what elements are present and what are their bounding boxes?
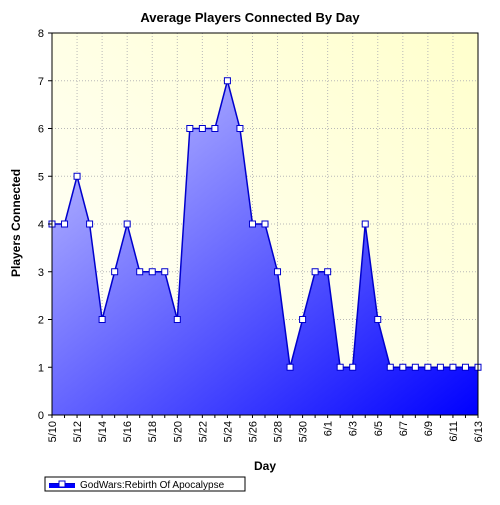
x-tick-label: 5/12 [72,421,84,442]
data-point [136,268,144,276]
data-point [186,125,194,132]
x-tick-label: 6/13 [473,421,485,442]
data-point [286,363,294,371]
y-tick-label: 4 [38,219,44,231]
x-tick-label: 5/20 [172,421,184,442]
y-axis-label: Players Connected [9,169,23,277]
x-tick-label: 5/16 [122,421,134,442]
y-tick-label: 2 [38,315,44,327]
x-tick-label: 6/7 [398,421,410,436]
x-tick-label: 5/28 [273,421,285,442]
legend-box [44,476,246,492]
data-point [61,220,69,228]
data-point [461,363,469,371]
data-point [386,363,394,371]
x-tick-label: 6/5 [373,421,385,436]
data-point [274,268,282,276]
chart-title: Average Players Connected By Day [140,10,360,25]
y-tick-label: 7 [38,76,44,88]
data-point [299,316,307,323]
x-tick-label: 5/22 [197,421,209,442]
x-tick-label: 5/18 [147,421,159,442]
y-tick-label: 5 [38,171,44,183]
data-point [98,316,106,323]
data-point [223,77,231,85]
data-point [449,363,457,371]
data-point [198,125,206,132]
data-point [336,363,344,371]
data-point [324,268,332,276]
x-tick-label: 6/1 [323,421,335,436]
data-point [311,268,319,276]
data-point [161,268,169,276]
data-point [261,220,269,228]
data-point [374,316,382,323]
data-point [73,172,81,180]
data-point [424,363,432,371]
data-point [86,220,94,228]
data-point [111,268,119,276]
x-tick-label: 6/3 [348,421,360,436]
x-axis-label: Day [254,459,276,473]
x-tick-label: 5/24 [222,421,234,442]
data-point [123,220,131,228]
series-points [48,77,482,371]
y-tick-label: 3 [38,267,44,279]
data-point [211,125,219,132]
x-tick-label: 6/11 [448,421,460,442]
series-area-fill [52,80,478,415]
data-point [361,220,369,228]
data-point [411,363,419,371]
y-tick-label: 8 [38,28,44,40]
data-point [248,220,256,228]
data-point [236,125,244,132]
x-axis: 5/10 5/12 5/14 5/16 5/18 5/20 5/22 5/24 5/26 5/28… [47,415,485,442]
y-tick-label: 0 [38,410,44,422]
x-tick-label: 6/9 [423,421,435,436]
y-tick-label: 6 [38,124,44,136]
data-point [148,268,156,276]
y-axis: 0 1 2 3 4 5 6 7 8 [38,28,52,422]
legend-marker [58,480,66,488]
data-point [349,363,357,371]
x-tick-label: 5/26 [247,421,259,442]
y-tick-label: 1 [38,362,44,374]
x-tick-label: 5/14 [97,421,109,442]
legend-label: GodWars:Rebirth Of Apocalypse [80,480,225,491]
data-point [173,316,181,323]
legend: GodWars:Rebirth Of Apocalypse [44,476,246,492]
x-tick-label: 5/10 [47,421,59,442]
data-point [436,363,444,371]
data-point [399,363,407,371]
x-tick-label: 5/30 [298,421,310,442]
